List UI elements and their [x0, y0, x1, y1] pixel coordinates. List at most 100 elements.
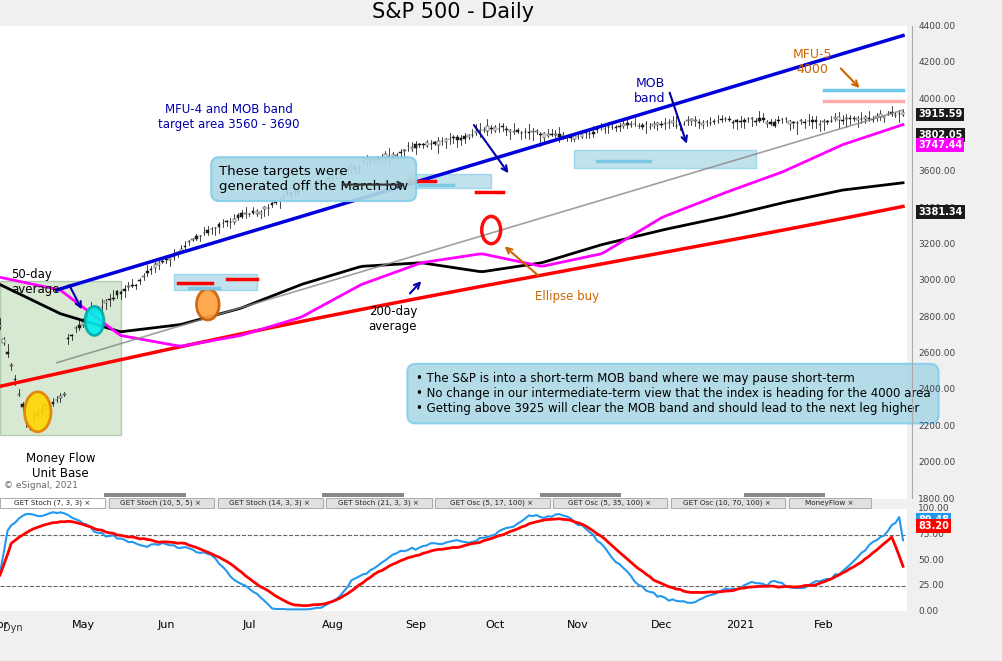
Bar [350, 167, 353, 170]
Bar [0, 498, 105, 508]
Bar [0, 325, 1, 327]
Bar [271, 204, 274, 205]
Ellipse shape [196, 289, 219, 320]
Bar [104, 301, 107, 303]
Bar [168, 258, 171, 260]
Bar [808, 121, 810, 122]
Bar [324, 182, 327, 184]
Text: 3400.00: 3400.00 [918, 204, 956, 213]
Bar [531, 131, 534, 132]
Bar [800, 120, 803, 122]
Text: Sep: Sep [405, 619, 426, 630]
Bar [743, 120, 745, 122]
Text: 1800.00: 1800.00 [918, 494, 956, 504]
Bar [435, 498, 549, 508]
Bar [671, 498, 786, 508]
Bar [153, 264, 156, 268]
Bar [509, 130, 511, 132]
Bar [408, 174, 491, 188]
Bar [138, 280, 141, 282]
Bar [399, 152, 402, 153]
Bar [384, 154, 387, 158]
Text: 100.00: 100.00 [918, 504, 950, 514]
Bar [183, 246, 186, 247]
Bar [826, 120, 829, 122]
Text: These targets were
generated off the March low: These targets were generated off the Mar… [219, 165, 408, 193]
Bar [309, 185, 312, 186]
Bar [868, 118, 871, 119]
Text: 83.20: 83.20 [918, 521, 949, 531]
Bar [195, 236, 197, 239]
Bar [546, 134, 549, 136]
Bar [879, 114, 882, 117]
Bar [622, 124, 625, 126]
Bar [206, 230, 209, 233]
Bar [501, 126, 504, 127]
Text: GET Stoch (14, 3, 3) ×: GET Stoch (14, 3, 3) × [228, 500, 310, 506]
Bar [327, 498, 432, 508]
Bar [217, 498, 323, 508]
Text: MFU-5
4000: MFU-5 4000 [793, 48, 832, 76]
Bar [479, 130, 481, 131]
Bar [857, 118, 859, 120]
Bar [811, 120, 814, 122]
Bar [232, 219, 235, 222]
Ellipse shape [25, 392, 51, 432]
Bar [712, 121, 715, 122]
Bar [876, 116, 878, 118]
Bar [418, 144, 421, 145]
Bar [891, 112, 893, 114]
Bar [460, 137, 462, 139]
Bar [819, 124, 822, 126]
Text: 3000.00: 3000.00 [918, 276, 956, 286]
Bar [652, 124, 655, 126]
Bar [40, 410, 43, 412]
Bar [392, 154, 394, 157]
Text: GET Osc (10, 70, 100) ×: GET Osc (10, 70, 100) × [683, 500, 772, 506]
Bar [550, 134, 553, 136]
Bar [354, 167, 357, 169]
Bar [697, 122, 700, 124]
Bar [119, 292, 122, 294]
Bar [264, 207, 266, 209]
Bar [146, 271, 148, 272]
Bar [358, 167, 361, 169]
Bar [256, 212, 259, 214]
Bar [789, 498, 872, 508]
Text: 25.00: 25.00 [918, 581, 944, 590]
Bar [157, 263, 160, 264]
Text: MOB
band: MOB band [634, 77, 665, 105]
Text: • The S&P is into a short-term MOB band where we may pause short-term
• No chang: • The S&P is into a short-term MOB band … [416, 372, 930, 415]
Ellipse shape [85, 306, 104, 335]
Text: 50.00: 50.00 [918, 556, 944, 564]
Bar [396, 155, 398, 157]
Text: 4400.00: 4400.00 [918, 22, 955, 31]
Bar [574, 150, 756, 168]
Bar [63, 394, 65, 395]
Bar [660, 124, 662, 125]
Text: 3600.00: 3600.00 [918, 167, 956, 176]
Bar [2, 339, 5, 342]
Bar [67, 338, 69, 339]
Bar [426, 141, 428, 145]
Bar [82, 322, 84, 325]
Bar [770, 122, 773, 124]
Bar [21, 405, 24, 407]
Bar [414, 144, 417, 148]
Text: 2800.00: 2800.00 [918, 313, 956, 322]
Bar [864, 116, 867, 118]
Bar [595, 128, 598, 130]
Bar [592, 132, 594, 134]
Bar [777, 120, 780, 122]
Bar [316, 180, 319, 183]
Bar [701, 123, 704, 125]
Bar [322, 493, 404, 497]
Bar [739, 121, 741, 122]
Bar [902, 112, 905, 115]
Bar [735, 120, 738, 122]
Bar [759, 118, 761, 121]
Text: 0.00: 0.00 [918, 607, 938, 616]
Bar [89, 311, 92, 313]
Bar [445, 139, 447, 142]
Text: 89.48: 89.48 [918, 515, 949, 525]
